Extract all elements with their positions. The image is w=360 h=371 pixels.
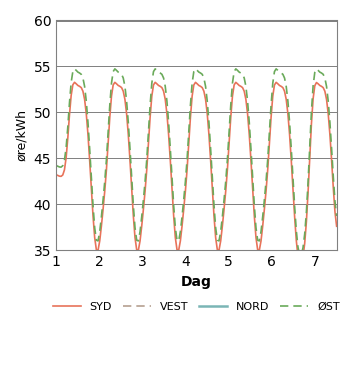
- X-axis label: Dag: Dag: [181, 275, 212, 289]
- Line: SYD: SYD: [56, 82, 337, 264]
- SYD: [215, 247, 220, 252]
- SYD: [334, 224, 339, 229]
- ØST: [220, 214, 225, 219]
- SYD: [72, 80, 77, 85]
- ØST: [151, 69, 156, 74]
- SYD: [136, 248, 140, 252]
- SYD: [220, 224, 225, 228]
- SYD: [54, 173, 58, 177]
- ØST: [215, 238, 220, 243]
- ØST: [297, 253, 302, 257]
- Legend: SYD, VEST, NORD, ØST: SYD, VEST, NORD, ØST: [49, 298, 344, 316]
- ØST: [279, 71, 283, 75]
- SYD: [297, 262, 302, 266]
- ØST: [54, 163, 58, 168]
- SYD: [151, 83, 156, 87]
- ØST: [334, 214, 339, 218]
- Y-axis label: øre/kWh: øre/kWh: [15, 109, 28, 161]
- ØST: [106, 130, 110, 135]
- SYD: [106, 141, 110, 146]
- Line: ØST: ØST: [56, 69, 337, 255]
- SYD: [279, 84, 283, 89]
- ØST: [72, 67, 77, 71]
- ØST: [136, 239, 140, 243]
